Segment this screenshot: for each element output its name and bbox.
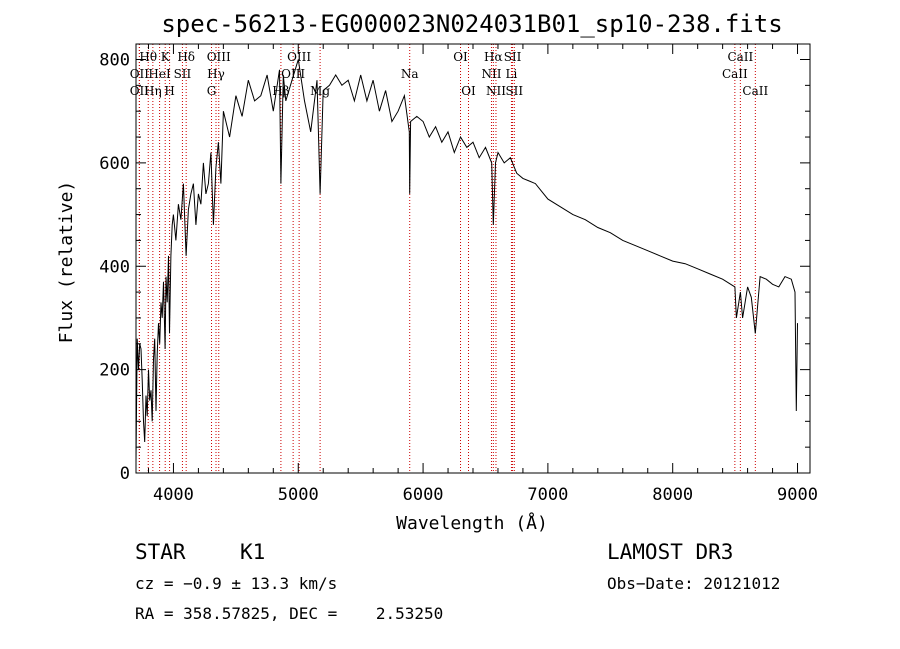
line-label-21: NII (481, 67, 501, 81)
y-tick-label: 600 (99, 154, 130, 174)
line-label-27: CaII (742, 84, 768, 98)
line-label-15: Mg (310, 84, 330, 98)
line-label-3: K (161, 50, 171, 64)
line-label-16: Na (401, 67, 419, 81)
line-label-1: OII (130, 67, 150, 81)
line-label-13: OIII (281, 67, 305, 81)
spectrum-line (135, 59, 798, 463)
survey-name: LAMOST DR3 (607, 540, 734, 564)
line-label-10: Hγ (207, 67, 225, 81)
line-label-23: NII (486, 84, 506, 98)
chart-title: spec-56213-EG000023N024031B01_sp10-238.f… (161, 10, 782, 38)
y-axis-label: Flux (relative) (56, 181, 77, 344)
line-label-22: Li (506, 67, 518, 81)
obs-date: Obs−Date: 20121012 (607, 574, 781, 593)
spectral-line-markers (138, 44, 756, 473)
x-tick-label: 7000 (527, 485, 568, 505)
x-tick-label: 8000 (652, 485, 693, 505)
line-label-18: OI (461, 84, 476, 98)
line-label-12: OIII (287, 50, 311, 64)
y-tick-label: 800 (99, 51, 130, 71)
x-axis-ticks: 4000 5000 6000 7000 8000 9000 (147, 44, 818, 505)
coordinates-text: RA = 358.57825, DEC = 2.53250 (135, 604, 444, 623)
line-label-24: SII (505, 84, 523, 98)
line-label-17: OI (453, 50, 468, 64)
plot-frame (135, 43, 811, 474)
y-tick-label: 200 (99, 361, 130, 381)
line-label-2: OII (130, 84, 150, 98)
object-class: STAR (135, 540, 186, 564)
line-label-5: Hη (144, 84, 162, 98)
line-label-19: Hα (484, 50, 503, 64)
line-label-9: OIII (207, 50, 231, 64)
x-tick-label: 4000 (153, 485, 194, 505)
x-tick-label: 5000 (278, 485, 319, 505)
line-label-4: HeI (148, 67, 171, 81)
line-label-20: SII (504, 50, 522, 64)
subclass: K1 (240, 540, 266, 564)
line-label-0: Hθ (139, 50, 157, 64)
y-axis-ticks: 0 200 400 600 800 (99, 51, 810, 484)
line-label-26: CaII (722, 67, 748, 81)
line-label-6: H (164, 84, 174, 98)
redshift-text: cz = −0.9 ± 13.3 km/s (135, 574, 338, 593)
x-tick-label: 9000 (777, 485, 818, 505)
y-tick-label: 0 (120, 464, 130, 484)
line-label-8: SII (174, 67, 192, 81)
x-tick-label: 6000 (403, 485, 444, 505)
line-label-11: G (207, 84, 217, 98)
line-label-25: CaII (727, 50, 753, 64)
x-axis-label: Wavelength (Å) (396, 512, 548, 534)
line-label-7: Hδ (177, 50, 195, 64)
y-tick-label: 400 (99, 257, 130, 277)
